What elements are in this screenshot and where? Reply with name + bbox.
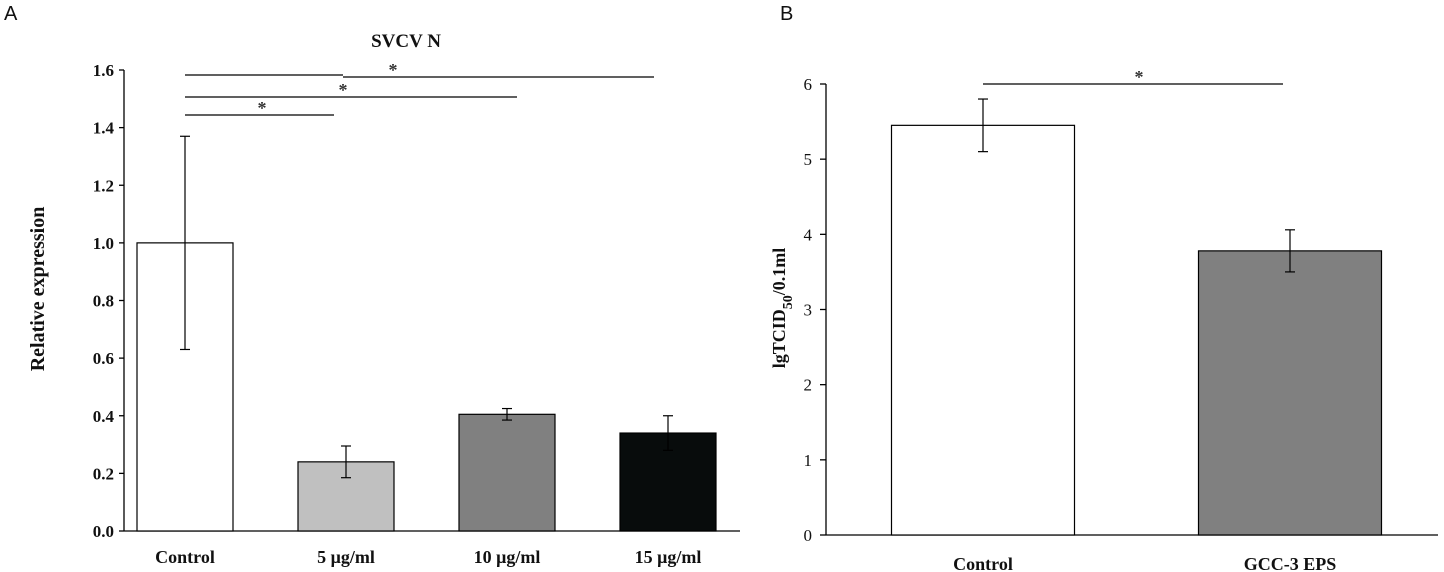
chart-b-error-bar xyxy=(1285,229,1295,273)
chart-a-y-tick-label: 1.6 xyxy=(93,61,114,80)
chart-a-significance-star: * xyxy=(339,80,348,100)
chart-a-y-tick-label: 1.0 xyxy=(93,234,114,253)
chart-b-y-label-main: lgTCID xyxy=(769,309,789,368)
chart-a-significance-line xyxy=(185,74,654,78)
chart-a-error-bar xyxy=(180,135,190,351)
chart-b-y-label-sub: 50 xyxy=(781,295,796,309)
chart-b-error-bar xyxy=(978,98,988,153)
chart-b-bar xyxy=(1197,250,1383,536)
chart-a-category-label: 15 μg/ml xyxy=(635,547,702,567)
panel-a-label: A xyxy=(4,3,18,25)
chart-a-y-tick-label: 1.2 xyxy=(93,176,114,195)
chart-b-y-tick-label: 3 xyxy=(804,301,813,320)
chart-a-y-tick-label: 0.6 xyxy=(93,349,114,368)
chart-b-y-tick-label: 0 xyxy=(804,526,813,545)
chart-b-y-tick-label: 6 xyxy=(804,75,813,94)
chart-b-significance-star: * xyxy=(1135,67,1144,87)
chart-b-y-tick-label: 5 xyxy=(804,150,813,169)
chart-a-y-tick-label: 1.4 xyxy=(93,119,115,138)
chart-b-category-label: Control xyxy=(953,554,1013,572)
chart-a-error-bar xyxy=(663,415,673,451)
panel-b-label: B xyxy=(780,3,793,25)
chart-a-significance-star: * xyxy=(389,60,398,80)
chart-a-category-label: 10 μg/ml xyxy=(474,547,541,567)
chart-b: lgTCID50/0.1ml 0 1 2 3 4 5 6 * Control GCC-3 EP… xyxy=(769,67,1438,572)
chart-a-error-bar xyxy=(341,445,351,479)
chart-a-y-tick-label: 0.8 xyxy=(93,292,114,311)
chart-a-bar xyxy=(458,413,556,532)
chart-a: SVCV N Relative expression 0.0 0.2 0.4 0.6 0… xyxy=(27,31,740,567)
chart-a-title: SVCV N xyxy=(371,31,441,52)
chart-b-bar xyxy=(890,124,1076,536)
chart-a-y-tick-label: 0.0 xyxy=(93,522,114,541)
chart-a-y-axis-label: Relative expression xyxy=(27,207,49,372)
chart-b-y-tick-label: 2 xyxy=(804,376,813,395)
chart-b-y-label-tail: /0.1ml xyxy=(769,248,789,297)
chart-b-y-axis-label: lgTCID50/0.1ml xyxy=(769,248,796,369)
chart-a-error-bar xyxy=(502,407,512,421)
chart-a-category-label: Control xyxy=(155,547,215,567)
chart-b-y-tick-label: 1 xyxy=(804,451,813,470)
chart-b-y-tick-label: 4 xyxy=(804,225,813,244)
chart-a-y-tick-label: 0.2 xyxy=(93,464,114,483)
chart-a-y-tick-label: 0.4 xyxy=(93,407,115,426)
chart-b-category-label: GCC-3 EPS xyxy=(1244,554,1337,572)
chart-a-significance-star: * xyxy=(258,98,267,118)
chart-a-category-label: 5 μg/ml xyxy=(317,547,375,567)
